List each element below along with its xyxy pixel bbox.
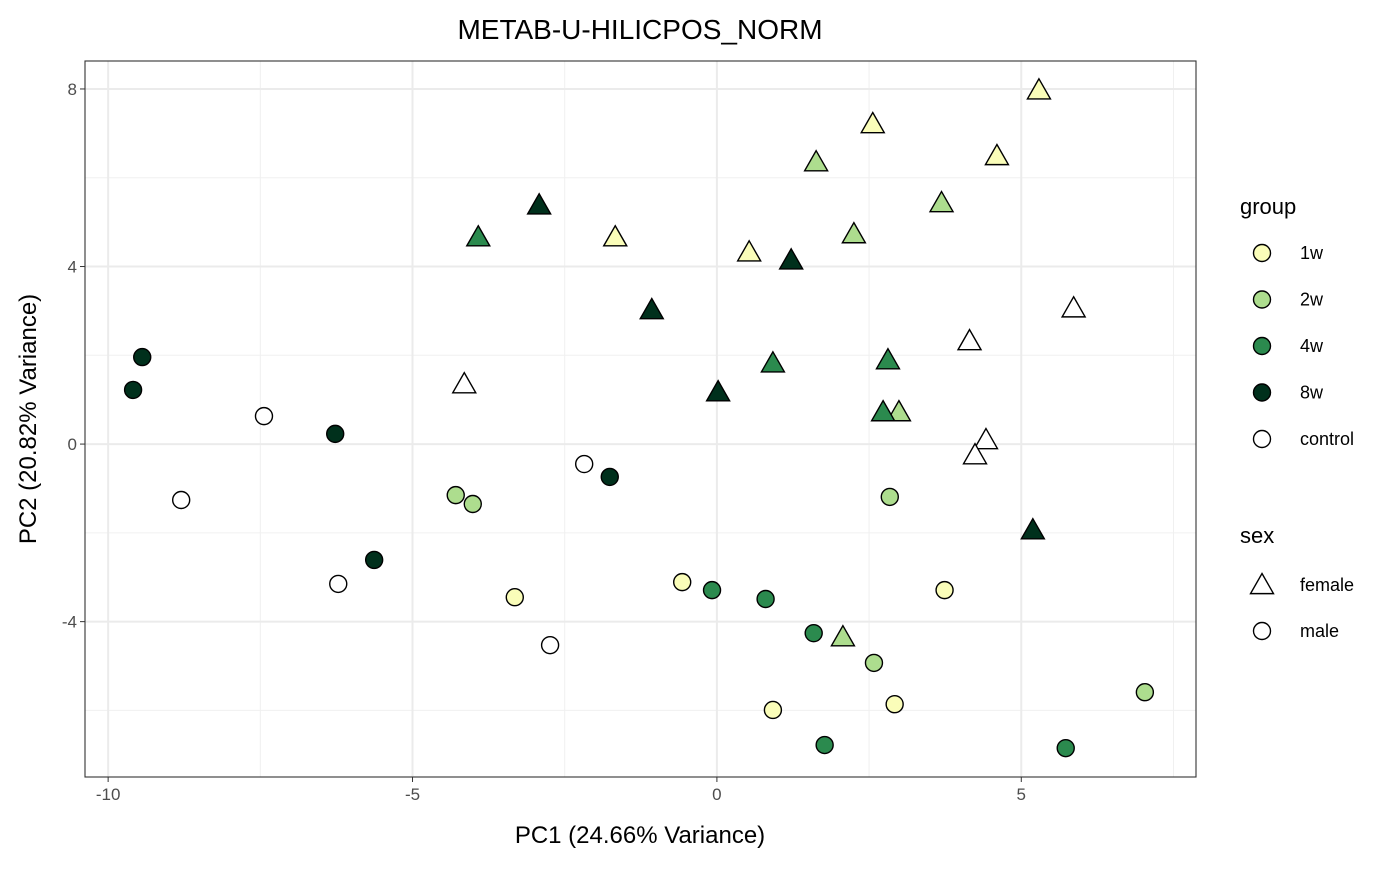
y-tick-label: 0 xyxy=(68,435,77,454)
y-axis-label: PC2 (20.82% Variance) xyxy=(15,294,42,544)
axes: -10 -5 0 5 -4 0 4 8 xyxy=(62,80,1026,804)
data-point-1w-female xyxy=(1026,77,1052,100)
data-point-2w-male xyxy=(1135,683,1155,702)
data-point-1w-male xyxy=(935,580,954,600)
y-tick-label: 8 xyxy=(68,80,77,99)
data-point-4w-female xyxy=(465,224,491,247)
data-point-2w-male xyxy=(864,653,884,673)
legend-key-8w xyxy=(1252,383,1272,402)
data-point-8w-female xyxy=(778,247,804,270)
data-point-1w-female xyxy=(602,224,628,247)
legend-group-title: group xyxy=(1240,194,1296,219)
data-point-1w-female xyxy=(860,111,886,134)
data-point-4w-female xyxy=(875,347,901,370)
data-point-control-female xyxy=(973,427,999,450)
data-point-1w-male xyxy=(505,588,524,607)
data-point-8w-male xyxy=(326,424,345,444)
data-point-1w-male xyxy=(885,695,904,714)
legend-key-female xyxy=(1249,572,1275,595)
legend-sex-title: sex xyxy=(1240,523,1274,548)
x-tick-label: -5 xyxy=(405,785,420,804)
legend-key-4w xyxy=(1252,336,1272,356)
data-point-4w-female xyxy=(760,350,786,373)
legend-label-4w: 4w xyxy=(1300,336,1324,356)
x-tick-label: 0 xyxy=(712,785,721,804)
data-point-4w-male xyxy=(756,589,775,609)
data-point-2w-female xyxy=(830,624,856,647)
grid xyxy=(85,61,1196,777)
data-point-control-male xyxy=(254,406,274,426)
y-tick-label: -4 xyxy=(62,613,77,632)
legend-label-control: control xyxy=(1300,429,1354,449)
legend: group sex 1w 2w 4w 8w control female male xyxy=(1240,194,1354,641)
data-point-1w-male xyxy=(673,572,692,592)
x-tick-label: 5 xyxy=(1017,785,1026,804)
plot-panel-border xyxy=(84,60,1197,778)
data-point-4w-male xyxy=(1056,738,1075,758)
data-point-2w-male xyxy=(463,494,482,514)
data-point-2w-female xyxy=(841,221,867,244)
data-point-4w-male xyxy=(804,623,823,643)
legend-label-8w: 8w xyxy=(1300,383,1324,403)
data-points xyxy=(123,77,1155,758)
data-point-control-male xyxy=(329,574,348,594)
legend-label-male: male xyxy=(1300,621,1339,641)
data-point-8w-male xyxy=(364,550,384,570)
data-point-8w-female xyxy=(526,192,552,215)
data-point-control-male xyxy=(540,635,560,655)
data-point-control-male xyxy=(171,490,191,510)
data-point-4w-male xyxy=(815,735,834,755)
legend-label-1w: 1w xyxy=(1300,243,1324,263)
data-point-2w-male xyxy=(880,487,899,507)
data-point-1w-female xyxy=(984,143,1010,166)
data-point-2w-female xyxy=(803,149,829,172)
data-point-control-female xyxy=(451,371,477,394)
data-point-4w-male xyxy=(702,580,722,600)
data-point-8w-female xyxy=(639,297,665,320)
data-point-control-female xyxy=(962,442,988,465)
data-point-4w-female xyxy=(870,399,896,422)
legend-key-1w xyxy=(1252,243,1272,263)
data-point-8w-male xyxy=(123,380,143,400)
data-point-1w-female xyxy=(736,239,762,262)
legend-label-female: female xyxy=(1300,575,1354,595)
data-point-2w-female xyxy=(886,399,912,422)
data-point-8w-female xyxy=(705,379,731,402)
x-axis-label: PC1 (24.66% Variance) xyxy=(515,822,765,849)
data-point-2w-male xyxy=(446,485,465,505)
x-tick-label: -10 xyxy=(96,785,121,804)
data-point-8w-male xyxy=(600,467,619,487)
data-point-8w-female xyxy=(1020,517,1046,540)
data-point-control-male xyxy=(574,454,594,474)
legend-key-2w xyxy=(1252,290,1272,309)
legend-label-2w: 2w xyxy=(1300,290,1324,310)
chart-title: METAB-U-HILICPOS_NORM xyxy=(457,14,822,45)
legend-key-male xyxy=(1252,621,1272,641)
data-point-8w-male xyxy=(133,347,152,367)
data-point-control-female xyxy=(956,328,983,351)
y-tick-label: 4 xyxy=(68,258,77,277)
legend-key-control xyxy=(1252,429,1272,449)
data-point-control-female xyxy=(1060,295,1087,318)
data-point-2w-female xyxy=(928,190,955,213)
data-point-1w-male xyxy=(763,700,783,720)
